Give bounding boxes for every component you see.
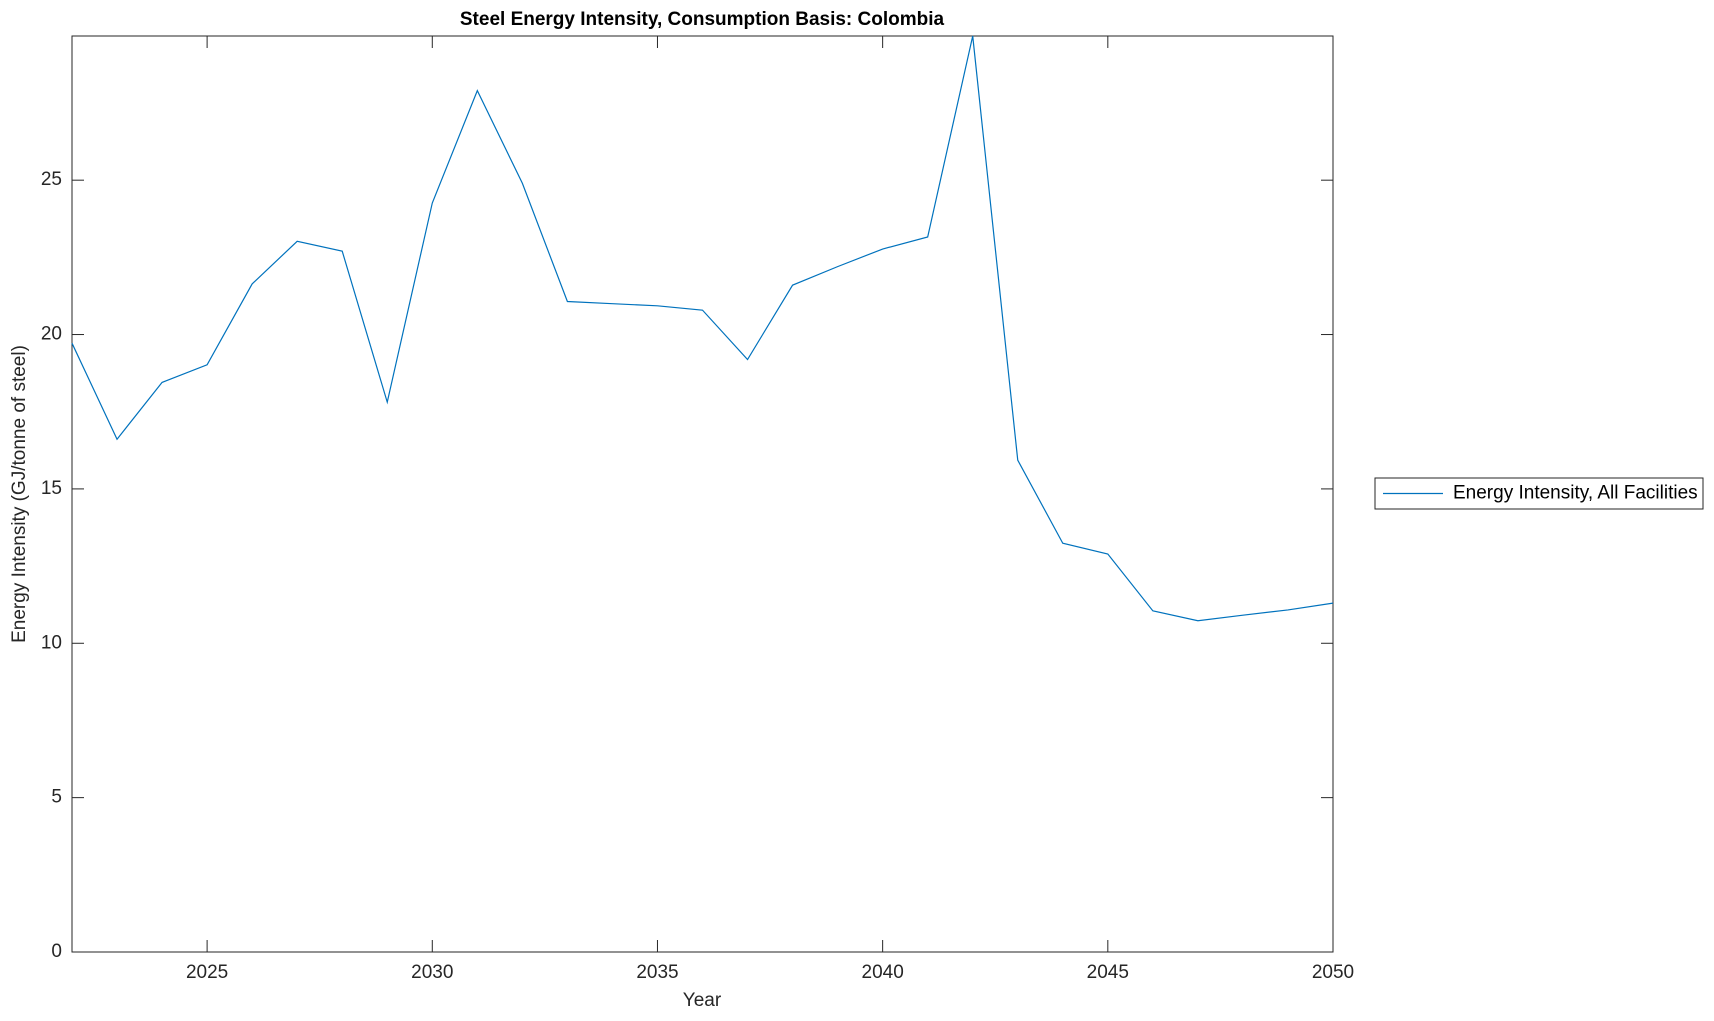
y-tick-label: 5	[51, 787, 62, 808]
chart-title: Steel Energy Intensity, Consumption Basi…	[460, 9, 945, 30]
x-axis-label: Year	[683, 990, 722, 1011]
x-tick-label: 2040	[862, 962, 904, 983]
x-tick-label: 2045	[1087, 962, 1129, 983]
data-line	[71, 35, 1334, 622]
legend-label: Energy Intensity, All Facilities	[1453, 483, 1698, 504]
y-tick-label: 25	[41, 169, 62, 190]
x-tick-label: 2030	[411, 962, 453, 983]
y-tick-label: 0	[51, 941, 62, 962]
y-axis-label: Energy Intensity (GJ/tonne of steel)	[9, 345, 30, 643]
x-tick-label: 2025	[186, 962, 228, 983]
plot-box	[71, 35, 1334, 953]
x-tick-label: 2035	[636, 962, 678, 983]
y-tick-label: 10	[41, 632, 62, 653]
x-tick-label: 2050	[1312, 962, 1354, 983]
y-tick-label: 15	[41, 478, 62, 499]
y-tick-label: 20	[41, 324, 62, 345]
